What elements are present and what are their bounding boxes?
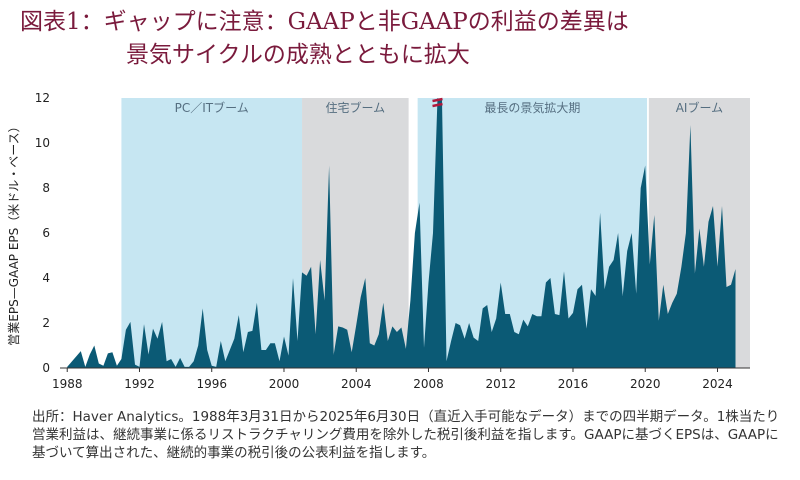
shaded-period-labels: PC／ITブーム 住宅ブーム 最長の景気拡大期 AIブーム — [175, 100, 723, 115]
shaded-period-label-4: AIブーム — [676, 100, 723, 115]
y-tick-label: 2 — [42, 316, 50, 330]
chart-title-line1: 図表1：ギャップに注意：GAAPと非GAAPの利益の差異は — [20, 9, 629, 35]
y-tick-label: 10 — [35, 136, 50, 150]
y-tick-label: 0 — [42, 361, 50, 375]
y-axis-ticks: 0 2 4 6 8 10 12 — [35, 91, 50, 375]
axis-break-marker — [432, 97, 443, 108]
x-axis-ticks: 1988 1992 1996 2000 2004 2008 2012 2016 2020 2024 — [52, 368, 733, 391]
x-tick-label: 2024 — [702, 377, 733, 391]
x-tick-label: 2016 — [558, 377, 589, 391]
x-tick-label: 2000 — [269, 377, 300, 391]
x-tick-label: 1992 — [124, 377, 155, 391]
x-tick-label: 2004 — [341, 377, 372, 391]
y-axis-label: 営業EPS—GAAP EPS（米ドル・ベース） — [7, 120, 21, 345]
eps-gap-area — [67, 98, 736, 368]
shaded-period-label-3: 最長の景気拡大期 — [484, 100, 580, 115]
source-note: 出所：Haver Analytics。1988年3月31日から2025年6月30… — [32, 409, 780, 461]
shaded-period-label-2: 住宅ブーム — [326, 100, 386, 115]
chart-title-line2: 景気サイクルの成熟とともに拡大 — [126, 42, 470, 68]
x-tick-label: 1988 — [52, 377, 83, 391]
axis-break-stroke-1 — [432, 97, 443, 103]
shaded-period-1 — [121, 98, 303, 368]
y-tick-label: 4 — [42, 271, 50, 285]
x-tick-label: 1996 — [196, 377, 227, 391]
y-tick-label: 6 — [42, 226, 50, 240]
x-tick-label: 2012 — [485, 377, 516, 391]
y-tick-label: 8 — [42, 181, 50, 195]
axis-break-stroke-2 — [432, 102, 443, 108]
chart-title: 図表1：ギャップに注意：GAAPと非GAAPの利益の差異は 景気サイクルの成熟と… — [20, 6, 629, 72]
shaded-periods — [121, 98, 750, 368]
y-tick-label: 12 — [35, 91, 50, 105]
x-tick-label: 2020 — [630, 377, 661, 391]
x-tick-label: 2008 — [413, 377, 444, 391]
eps-gap-chart: PC／ITブーム 住宅ブーム 最長の景気拡大期 AIブーム 0 2 4 6 8 10 12 198… — [7, 91, 750, 391]
shaded-period-label-1: PC／ITブーム — [175, 100, 249, 115]
